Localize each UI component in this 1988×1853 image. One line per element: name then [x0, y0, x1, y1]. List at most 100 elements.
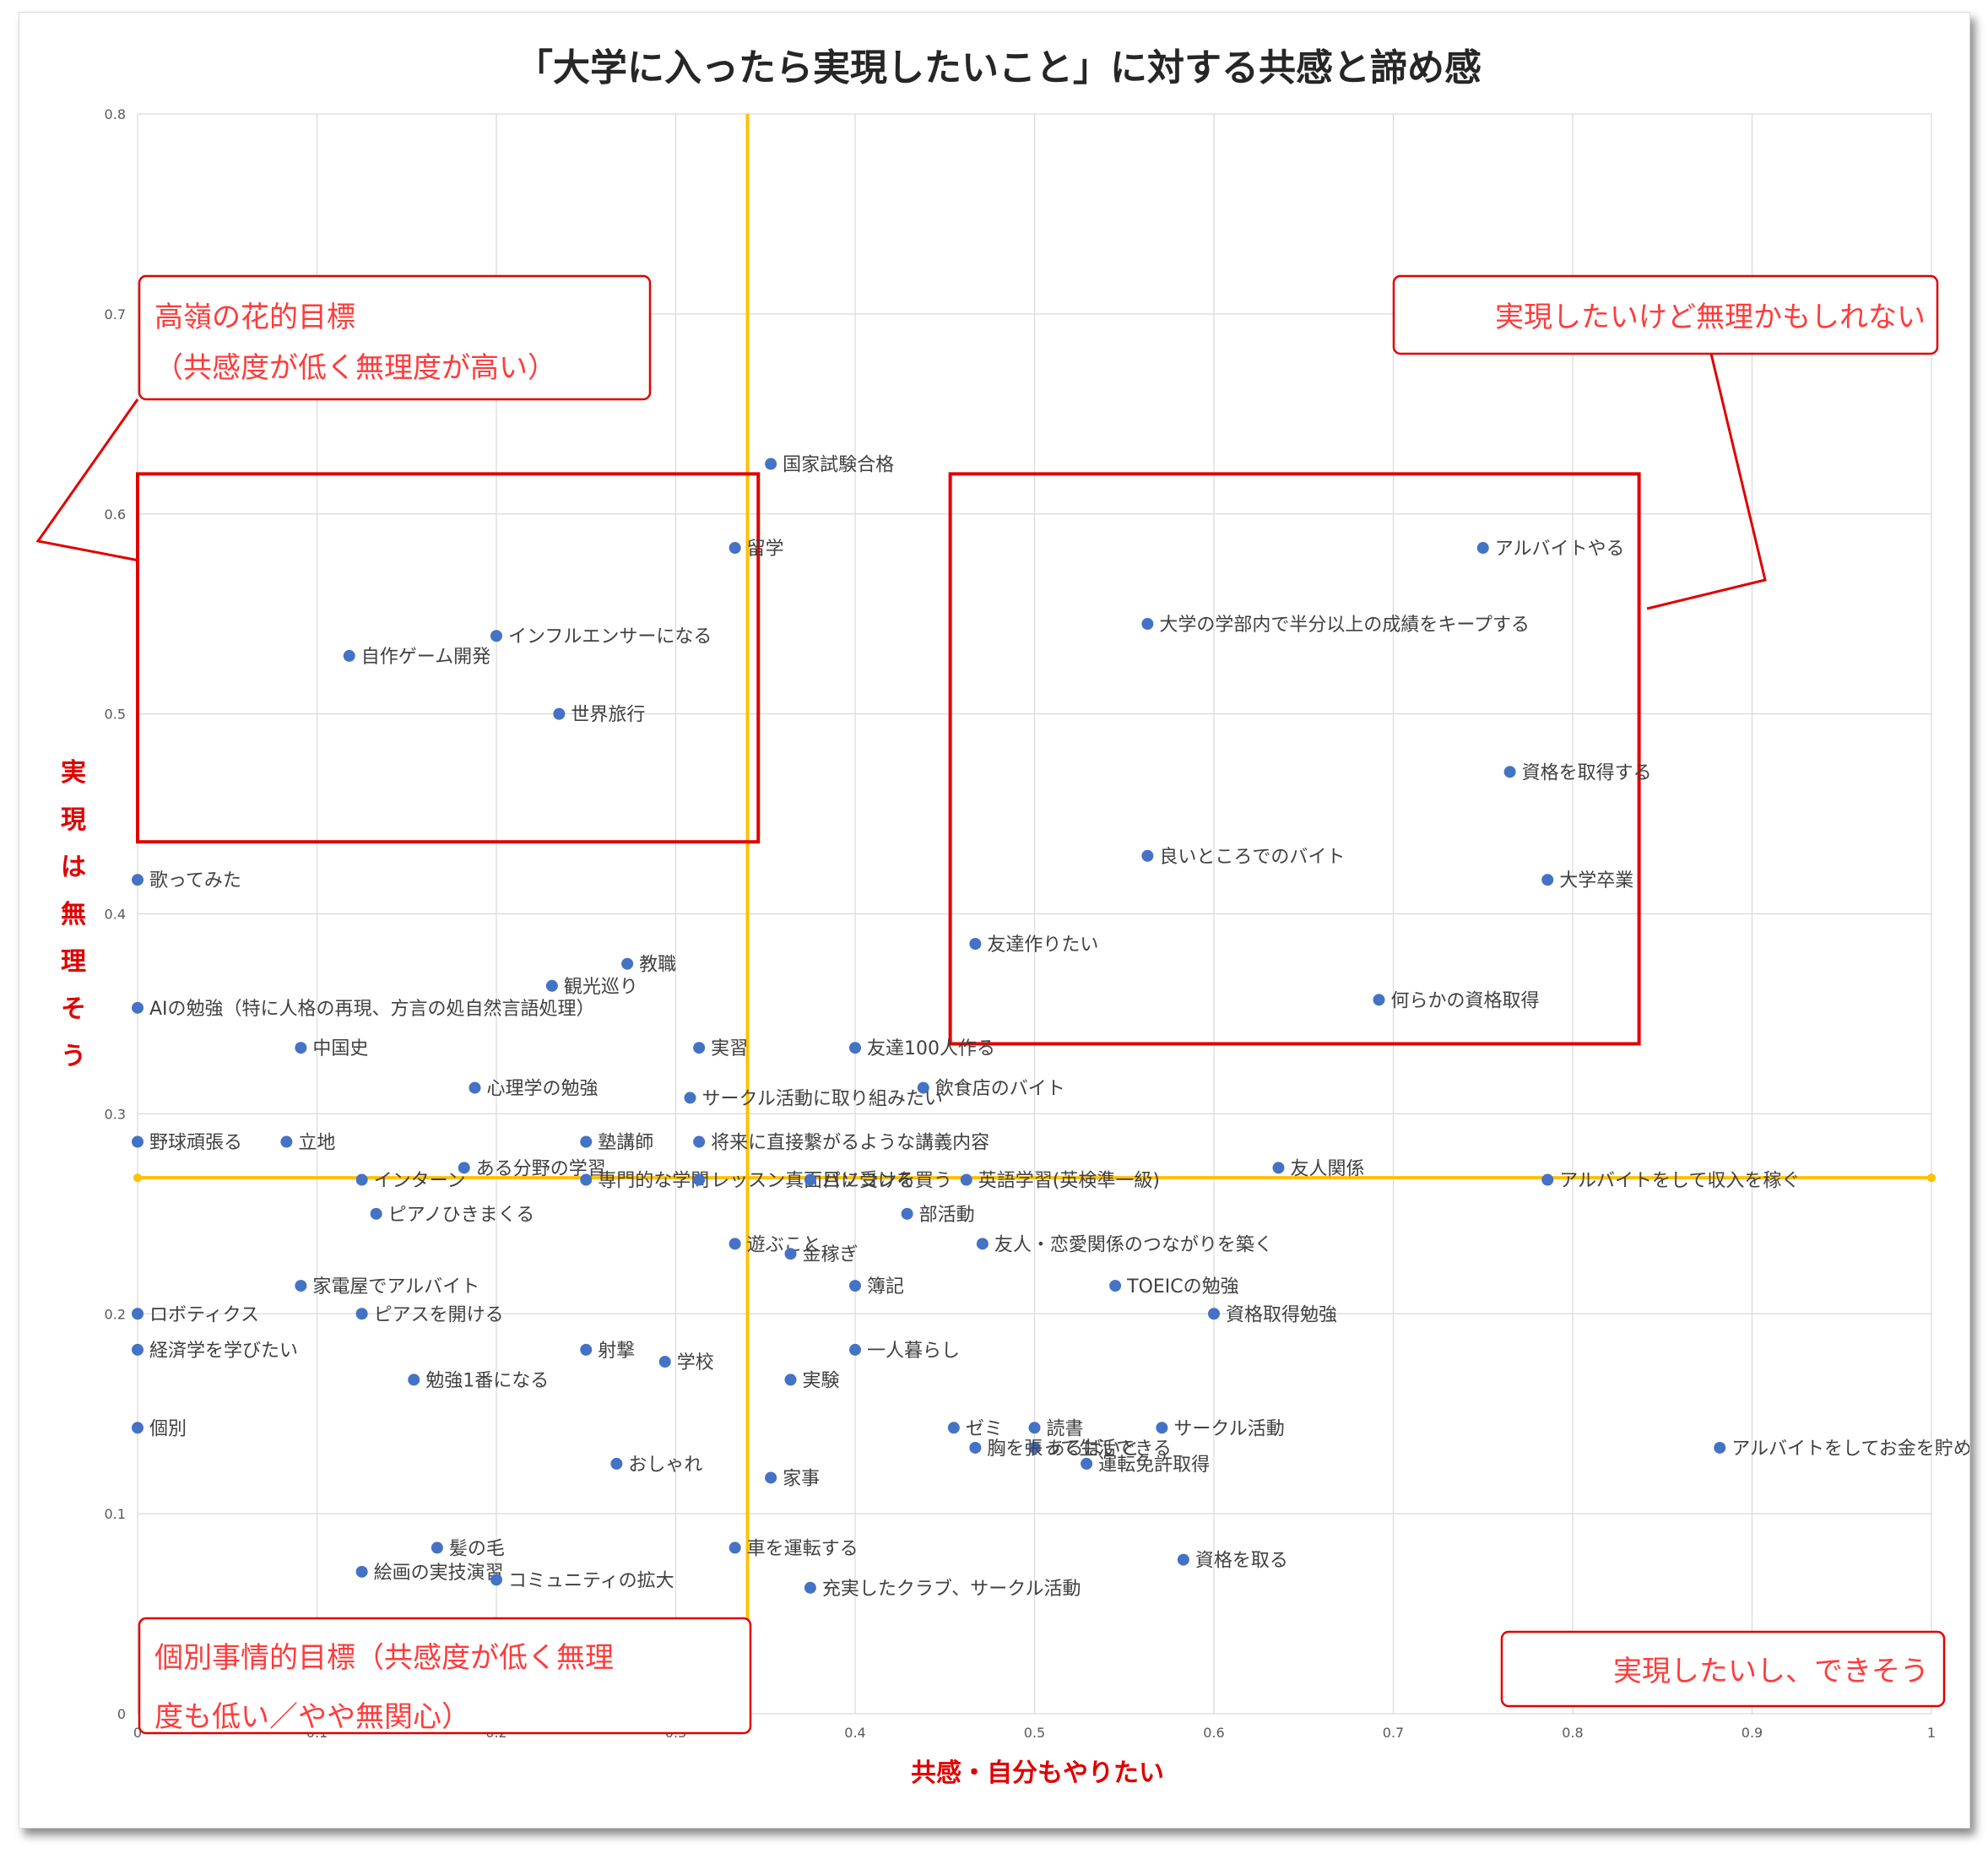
data-point: [684, 1092, 696, 1104]
point-label: 立地: [298, 1133, 335, 1154]
data-point: [765, 1471, 777, 1484]
top-left-callout-box: [138, 274, 652, 401]
point-label: 友人関係: [1291, 1158, 1365, 1179]
point-label: 世界旅行: [571, 705, 645, 726]
data-point: [280, 1135, 293, 1148]
data-point: [901, 1207, 913, 1220]
data-point: [1028, 1422, 1041, 1434]
point-label: 読書: [1047, 1418, 1084, 1439]
data-point: [1081, 1457, 1093, 1470]
point-label: 運転免許取得: [1098, 1455, 1210, 1476]
data-point: [132, 1308, 144, 1320]
data-point: [355, 1565, 368, 1578]
point-label: サークル活動: [1173, 1418, 1284, 1439]
point-label: 勉強1番になる: [425, 1370, 549, 1391]
point-label: 部活動: [919, 1205, 975, 1226]
data-point: [469, 1081, 481, 1094]
chart-frame: 00.10.20.30.40.50.60.70.80.9100.10.20.30…: [19, 12, 1970, 1829]
reference-endpoint: [133, 1173, 142, 1183]
point-label: 何らかの資格取得: [1391, 990, 1540, 1011]
x-tick-label: 0.5: [1024, 1725, 1045, 1741]
reference-endpoint: [1927, 1173, 1936, 1183]
point-label: 専門的な学問: [598, 1171, 709, 1192]
data-point: [976, 1238, 989, 1250]
bottom-left-callout-line2: 度も低い／やや無関心）: [154, 1700, 470, 1734]
data-point: [132, 1343, 144, 1356]
y-axis-label-char: 無: [61, 900, 86, 929]
data-point: [355, 1308, 368, 1320]
point-label: ゼミ: [966, 1418, 1003, 1439]
point-label: 髪の毛: [449, 1538, 505, 1559]
data-point: [729, 1238, 741, 1250]
data-point: [765, 458, 777, 470]
top-left-callout-line2: （共感度が低く無理度が高い）: [154, 351, 556, 385]
point-label: 経済学を学びたい: [149, 1341, 298, 1362]
x-tick-label: 1: [1927, 1725, 1936, 1741]
data-point: [849, 1343, 861, 1356]
data-point: [1272, 1162, 1285, 1174]
data-point: [490, 1574, 502, 1586]
data-point: [849, 1042, 861, 1054]
data-point: [729, 542, 741, 555]
point-label: 資格を取る: [1195, 1551, 1288, 1572]
point-label: 簿記: [867, 1276, 904, 1298]
point-label: 留学: [747, 539, 784, 560]
point-label: 資格取得勉強: [1226, 1304, 1337, 1325]
y-axis-label-char: 現: [61, 805, 86, 835]
data-point: [610, 1457, 623, 1470]
y-tick-label: 0.5: [105, 707, 126, 723]
y-tick-label: 0.8: [105, 106, 126, 122]
data-point: [1141, 849, 1154, 862]
point-label: 実験: [803, 1370, 840, 1391]
point-label: 野球頑張る: [149, 1133, 242, 1154]
data-point: [693, 1042, 706, 1054]
data-point: [355, 1173, 368, 1186]
data-point: [1476, 542, 1489, 555]
data-point: [458, 1162, 470, 1174]
point-label: あるばいと: [1047, 1439, 1140, 1460]
data-point: [295, 1042, 307, 1054]
point-label: インターン: [374, 1171, 466, 1192]
point-label: 教職: [639, 955, 676, 976]
data-point: [693, 1173, 706, 1186]
y-tick-label: 0.2: [105, 1306, 126, 1322]
data-point: [1109, 1280, 1122, 1292]
chart-title: 「大学に入ったら実現したいこと」に対する共感と諦め感: [516, 46, 1482, 89]
data-point: [490, 630, 502, 642]
point-label: アルバイトやる: [1495, 539, 1625, 560]
point-label: 家事: [783, 1468, 820, 1489]
point-label: 胸を張って生活できる: [987, 1439, 1171, 1460]
data-point: [1156, 1422, 1168, 1434]
data-point: [1503, 766, 1516, 778]
data-point: [545, 979, 558, 992]
bottom-left-callout-line1: 個別事情的目標（共感度が低く無理: [154, 1641, 614, 1675]
data-point: [693, 1135, 706, 1148]
data-point: [1141, 618, 1154, 631]
data-point: [132, 874, 144, 886]
point-label: 塾講師: [598, 1133, 653, 1154]
top-left-callout-line1: 高嶺の花的目標: [154, 301, 355, 334]
top-right-callout-box: [1392, 274, 1939, 355]
point-label: 金稼ぎ: [803, 1244, 859, 1265]
point-label: 学校: [677, 1352, 714, 1373]
point-label: 友達100人作る: [867, 1038, 995, 1059]
data-point: [947, 1422, 960, 1434]
y-axis-label-char: 理: [61, 947, 86, 977]
point-label: ピアノひきまくる: [388, 1205, 535, 1226]
point-label: TOEICの勉強: [1126, 1276, 1239, 1298]
x-tick-label: 0.7: [1383, 1725, 1404, 1741]
data-point: [370, 1207, 382, 1220]
point-label: ロボティクス: [149, 1304, 259, 1325]
point-label: 大学卒業: [1559, 870, 1633, 891]
point-label: 飲食店のバイト: [935, 1079, 1065, 1100]
data-point: [1208, 1308, 1220, 1320]
point-label: 自作ゲーム開発: [361, 647, 490, 668]
data-point: [729, 1541, 741, 1554]
y-axis-label-char: 実: [61, 758, 86, 788]
point-label: コミュニティの拡大: [508, 1570, 674, 1591]
point-label: 一人暮らし: [867, 1341, 960, 1362]
data-point: [580, 1135, 593, 1148]
point-label: 絵画の実技演習: [374, 1563, 504, 1584]
data-point: [784, 1248, 797, 1260]
y-tick-label: 0.6: [105, 507, 126, 523]
